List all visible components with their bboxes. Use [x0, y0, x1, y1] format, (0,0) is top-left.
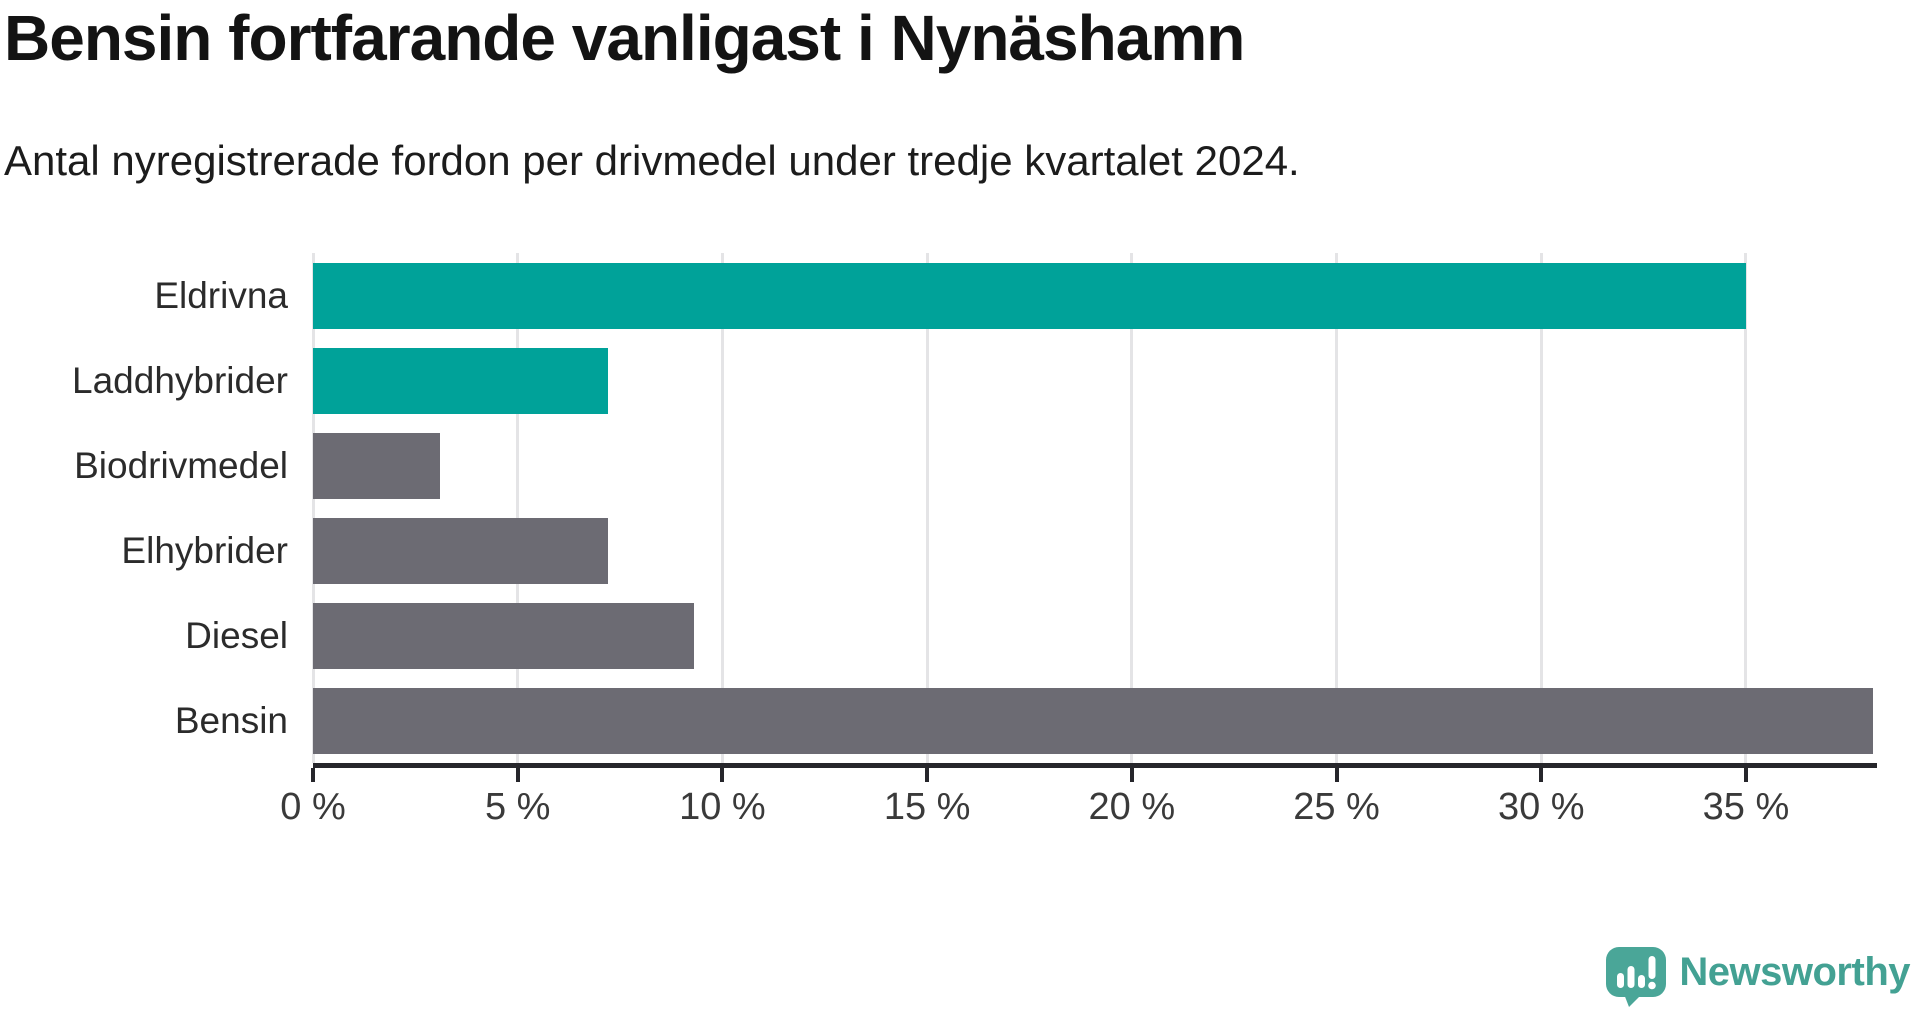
- x-tick-10: [720, 768, 725, 782]
- x-tick-label-10: 10 %: [679, 786, 766, 828]
- gridline-20: [1130, 253, 1134, 763]
- x-tick-label-35: 35 %: [1702, 786, 1790, 828]
- gridline-0: [311, 253, 315, 763]
- x-tick-30: [1539, 768, 1544, 782]
- x-tick-label-20: 20 %: [1088, 786, 1176, 828]
- gridline-25: [1335, 253, 1339, 763]
- category-axis: Eldrivna Laddhybrider Biodrivmedel Elhybrid…: [0, 253, 288, 763]
- gridline-35: [1744, 253, 1748, 763]
- gridline-10: [720, 253, 724, 763]
- newsworthy-icon: [1606, 947, 1667, 1007]
- newsworthy-wordmark: Newsworthy: [1679, 949, 1910, 994]
- chart-title: Bensin fortfarande vanligast i Nynäshamn: [4, 2, 1245, 74]
- bar-bensin: [313, 688, 1873, 754]
- category-label-laddhybrider: Laddhybrider: [72, 360, 288, 401]
- bar-elhybrider: [313, 518, 608, 584]
- x-tick-35: [1743, 768, 1748, 782]
- x-tick-label-30: 30 %: [1497, 786, 1585, 828]
- category-label-eldrivna: Eldrivna: [154, 275, 288, 316]
- gridline-5: [516, 253, 520, 763]
- bar-diesel: [313, 603, 694, 669]
- category-label-diesel: Diesel: [185, 615, 288, 656]
- x-tick-label-15: 15 %: [883, 786, 971, 828]
- x-tick-15: [925, 768, 930, 782]
- gridline-30: [1539, 253, 1543, 763]
- gridline-15: [925, 253, 929, 763]
- category-label-bensin: Bensin: [174, 700, 288, 741]
- newsworthy-logo: Newsworthy: [1604, 946, 1910, 1008]
- x-tick-label-0: 0 %: [280, 786, 346, 828]
- bar-eldrivna: [313, 263, 1746, 329]
- plot-area: [311, 253, 1877, 763]
- category-label-biodrivmedel: Biodrivmedel: [74, 445, 288, 486]
- x-tick-20: [1129, 768, 1134, 782]
- x-tick-5: [515, 768, 520, 782]
- x-tick-label-5: 5 %: [484, 786, 551, 828]
- bar-biodrivmedel: [313, 433, 440, 499]
- x-tick-0: [311, 768, 315, 782]
- chart-subtitle: Antal nyregistrerade fordon per drivmede…: [4, 137, 1300, 184]
- x-tick-label-25: 25 %: [1293, 786, 1380, 828]
- category-label-elhybrider: Elhybrider: [121, 530, 288, 571]
- x-tick-25: [1334, 768, 1339, 782]
- x-axis-line: [313, 763, 1877, 768]
- bar-laddhybrider: [313, 348, 608, 414]
